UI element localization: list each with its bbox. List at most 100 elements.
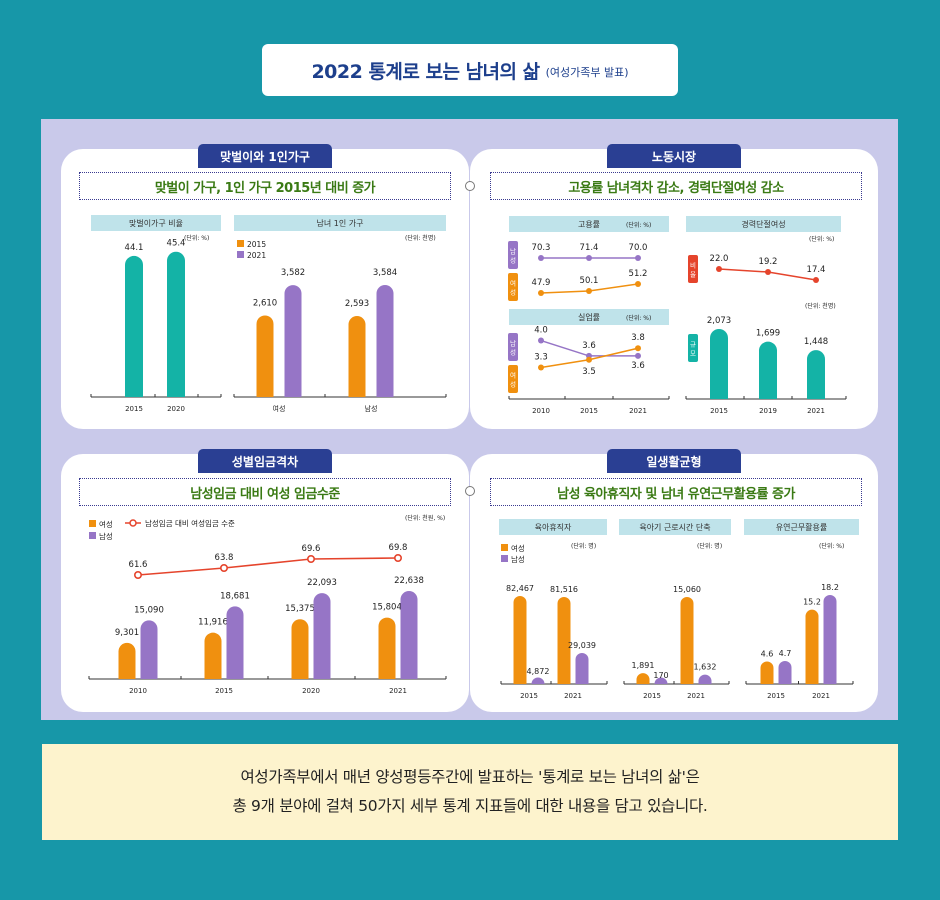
bar-reduced-hours <box>680 597 694 684</box>
bar-wage-gap <box>140 620 158 679</box>
tag-career-count <box>688 334 698 362</box>
tick-wage-gap: 2015 <box>215 687 233 695</box>
point-employment <box>586 288 592 294</box>
value-wage-ratio: 61.6 <box>129 560 148 570</box>
value-flexible-work: 18.2 <box>821 583 839 592</box>
bar-wage-gap <box>226 606 244 679</box>
tick-wage-gap: 2010 <box>129 687 147 695</box>
bar-career-break <box>807 350 825 399</box>
point-employment <box>635 281 641 287</box>
value-wage-ratio: 69.8 <box>389 543 408 553</box>
footer-line-1: 여성가족부에서 매년 양성평등주간에 발표하는 '통계로 보는 남녀의 삶'은 <box>240 768 700 786</box>
bar-wage-gap <box>400 591 418 679</box>
value-employment: 71.4 <box>580 243 599 253</box>
value-unemployment: 3.5 <box>582 367 596 377</box>
point-wage-ratio <box>393 553 402 562</box>
point-unemployment <box>635 345 641 352</box>
tag-career-rate-text: 비 <box>690 260 696 269</box>
value-single-household: 3,584 <box>373 268 397 278</box>
value-wage-gap: 22,093 <box>307 578 337 588</box>
value-parental-leave: 82,467 <box>506 584 534 593</box>
tick-wage-gap: 2020 <box>302 687 320 695</box>
tick-unemployment: 2021 <box>629 407 647 415</box>
value-career-rate: 22.0 <box>710 254 729 264</box>
headline-work-life: 남성 육아휴직자 및 남녀 유연근무활용률 증가 <box>490 478 862 506</box>
tick-parental-leave: 2021 <box>564 692 582 700</box>
value-employment: 50.1 <box>580 276 599 286</box>
chart-canvas: 44.1201545.42020201520212,6103,582여성2,59… <box>88 239 854 700</box>
tick-reduced-hours: 2021 <box>687 692 705 700</box>
value-employment: 51.2 <box>629 269 648 279</box>
page-subtitle: (여성가족부 발표) <box>545 66 629 79</box>
unit-parental-leave: (단위: 명) <box>571 543 597 550</box>
tick-flexible-work: 2015 <box>767 692 785 700</box>
value-employment: 47.9 <box>532 278 551 288</box>
tag-unemployment-female <box>508 365 518 393</box>
value-reduced-hours: 1,891 <box>632 661 655 670</box>
point-employment <box>538 290 544 296</box>
unit-career-break-count: (단위: 천명) <box>805 303 836 310</box>
value-unemployment: 3.8 <box>631 333 645 343</box>
bar-wage-gap <box>378 617 396 679</box>
footer-line-2: 총 9개 분야에 걸쳐 50가지 세부 통계 지표들에 대한 내용을 담고 있습… <box>232 797 708 815</box>
tick-single-household: 여성 <box>273 404 286 413</box>
point-employment <box>586 255 592 261</box>
legend-single-2015-swatch <box>237 240 244 247</box>
value-career-break: 2,073 <box>707 316 731 326</box>
legend-single-2021-swatch <box>237 251 244 258</box>
bar-reduced-hours <box>654 677 668 684</box>
value-wage-gap: 9,301 <box>115 628 139 638</box>
bar-flexible-work <box>778 661 792 684</box>
value-parental-leave: 29,039 <box>568 641 596 650</box>
label-career-break: 경력단절여성 <box>686 216 841 232</box>
connector-dot <box>465 181 475 191</box>
legend-balance-male-swatch <box>501 555 508 562</box>
bar-career-break <box>759 341 777 399</box>
bar-reduced-hours <box>698 674 712 684</box>
tick-career-break: 2021 <box>807 407 825 415</box>
bar-parental-leave <box>557 597 571 684</box>
value-employment: 70.3 <box>532 243 551 253</box>
label-single-household: 남녀 1인 가구 <box>234 215 446 231</box>
tick-wage-gap: 2021 <box>389 687 407 695</box>
label-parental-leave: 육아휴직자 <box>499 519 607 535</box>
tag-employment-male <box>508 241 518 269</box>
value-flexible-work: 4.7 <box>779 649 792 658</box>
value-single-household: 3,582 <box>281 268 305 278</box>
point-employment <box>635 255 641 261</box>
tag-employment-male-text: 성 <box>510 256 516 265</box>
bar-flexible-work <box>760 661 774 684</box>
legend-wage-female-label: 여성 <box>99 519 113 529</box>
value-unemployment: 3.3 <box>534 352 548 362</box>
value-career-rate: 17.4 <box>807 265 826 275</box>
tag-employment-female-text: 성 <box>510 288 516 297</box>
legend-balance-female-label: 여성 <box>511 543 525 553</box>
tick-reduced-hours: 2015 <box>643 692 661 700</box>
tab-labor: 노동시장 <box>607 144 741 168</box>
value-unemployment: 4.0 <box>534 326 548 336</box>
value-wage-gap: 15,375 <box>285 604 315 614</box>
bar-single-household <box>284 285 302 397</box>
unit-employment: (단위: %) <box>626 222 652 229</box>
label-employment: 고용률 <box>509 216 669 232</box>
bar-career-break <box>710 329 728 399</box>
bar-wage-gap <box>204 632 222 679</box>
tick-unemployment: 2015 <box>580 407 598 415</box>
value-dual-income: 44.1 <box>125 243 144 253</box>
legend-wage-male-swatch <box>89 532 96 539</box>
bar-parental-leave <box>575 653 589 684</box>
unit-career-break-rate: (단위: %) <box>809 236 835 243</box>
bar-wage-gap <box>118 642 136 679</box>
tab-work-life: 일생활균형 <box>607 449 741 473</box>
value-career-rate: 19.2 <box>759 257 778 267</box>
tick-dual-income: 2020 <box>167 405 185 413</box>
tag-employment-female-text: 여 <box>510 278 516 287</box>
bar-single-household <box>256 315 274 397</box>
value-career-break: 1,448 <box>804 337 828 347</box>
tag-unemployment-female-text: 여 <box>510 370 516 379</box>
point-career-rate <box>813 277 819 283</box>
infographic: 맞벌이와 1인가구 맞벌이 가구, 1인 가구 2015년 대비 증가 맞벌이가… <box>41 119 898 720</box>
value-unemployment: 3.6 <box>631 361 645 371</box>
value-career-break: 1,699 <box>756 329 780 339</box>
legend-wage-line-label: 남성임금 대비 여성임금 수준 <box>145 518 235 528</box>
